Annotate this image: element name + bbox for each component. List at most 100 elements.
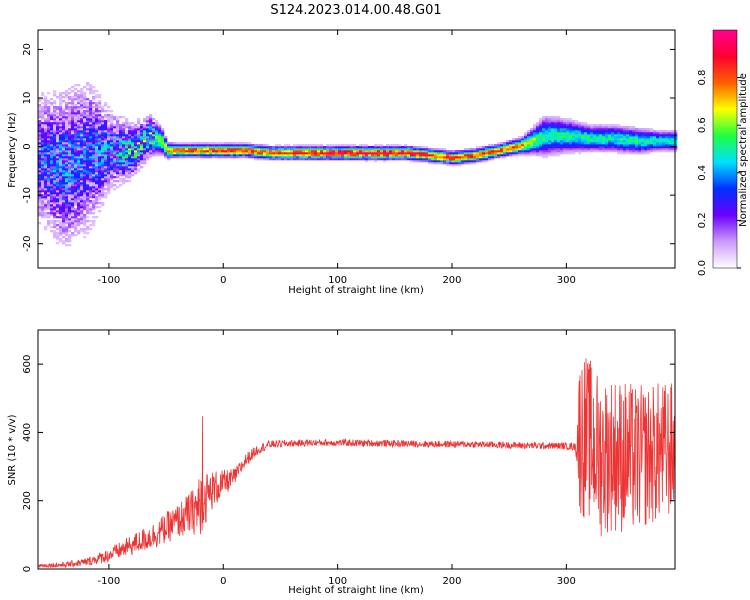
spectrogram-cell xyxy=(86,114,90,117)
spectrogram-cell xyxy=(641,134,645,137)
spectrogram-cell xyxy=(86,108,90,111)
spectrogram-cell xyxy=(86,206,90,209)
spectrogram-cell xyxy=(56,112,60,115)
spectrogram-cell xyxy=(449,150,453,153)
spectrogram-cell xyxy=(47,100,51,103)
spectrogram-cell xyxy=(629,136,633,139)
spectrogram-cell xyxy=(47,208,51,211)
spectrogram-cell xyxy=(206,150,210,153)
spectrogram-cell xyxy=(353,156,357,159)
spectrogram-cell xyxy=(68,140,72,143)
spectrogram-cell xyxy=(314,150,318,153)
spectrogram-cell xyxy=(143,138,147,141)
spectrogram-cell xyxy=(239,150,243,153)
spectrogram-cell xyxy=(74,182,78,185)
spectrogram-cell xyxy=(62,210,66,213)
spectrogram-cell xyxy=(473,162,477,165)
spectrogram-cell xyxy=(77,100,81,103)
spectrogram-cell xyxy=(236,154,240,157)
spectrogram-cell xyxy=(38,164,42,167)
spectrogram-cell xyxy=(347,154,351,157)
spectrogram-cell xyxy=(638,146,642,149)
spectrogram-cell xyxy=(101,164,105,167)
spectrogram-cell xyxy=(53,206,57,209)
spectrogram-cell xyxy=(56,172,60,175)
spectrogram-cell xyxy=(65,206,69,209)
spectrogram-cell xyxy=(356,146,360,149)
spectrogram-cell xyxy=(572,142,576,145)
spectrogram-cell xyxy=(407,156,411,159)
spectrogram-cell xyxy=(47,136,51,139)
spectrogram-cell xyxy=(188,142,192,145)
spectrogram-cell xyxy=(365,154,369,157)
spectrogram-cell xyxy=(278,154,282,157)
spectrogram-cell xyxy=(587,148,591,151)
spectrogram-cell xyxy=(482,146,486,149)
spectrogram-cell xyxy=(38,186,42,189)
spectrogram-cell xyxy=(44,154,48,157)
spectrogram-cell xyxy=(377,158,381,161)
spectrogram-cell xyxy=(296,148,300,151)
spectrogram-cell xyxy=(80,144,84,147)
spectrogram-cell xyxy=(86,220,90,223)
spectrogram-cell xyxy=(59,204,63,207)
spectrogram-cell xyxy=(38,106,42,109)
spectrogram-cell xyxy=(464,148,468,151)
spectrogram-cell xyxy=(137,126,141,129)
spectrogram-cell xyxy=(53,216,57,219)
spectrogram-cell xyxy=(146,132,150,135)
spectrogram-cell xyxy=(644,138,648,141)
spectrogram-cell xyxy=(47,146,51,149)
spectrogram-cell xyxy=(74,208,78,211)
spectrogram-cell xyxy=(62,152,66,155)
spectrogram-cell xyxy=(59,228,63,231)
spectrogram-cell xyxy=(119,116,123,119)
spectrogram-cell xyxy=(41,148,45,151)
spectrogram-cell xyxy=(41,182,45,185)
spectrogram-cell xyxy=(581,136,585,139)
spectrogram-cell xyxy=(584,148,588,151)
spectrogram-cell xyxy=(359,152,363,155)
spectrogram-cell xyxy=(299,156,303,159)
spectrogram-cell xyxy=(140,162,144,165)
spectrogram-cell xyxy=(131,148,135,151)
spectrogram-cell xyxy=(53,222,57,225)
spectrogram-cell xyxy=(608,138,612,141)
spectrogram-cell xyxy=(260,150,264,153)
spectrogram-cell xyxy=(506,154,510,157)
x-tick-label: 100 xyxy=(328,275,347,286)
spectrogram-cell xyxy=(557,150,561,153)
spectrogram-cell xyxy=(65,144,69,147)
spectrogram-cell xyxy=(551,144,555,147)
spectrogram-cell xyxy=(647,138,651,141)
spectrogram-cell xyxy=(536,124,540,127)
spectrogram-cell xyxy=(533,134,537,137)
spectrogram-cell xyxy=(74,220,78,223)
y-tick-label: 0 xyxy=(22,143,33,149)
spectrogram-cell xyxy=(584,146,588,149)
spectrogram-cell xyxy=(599,148,603,151)
spectrogram-cell xyxy=(272,148,276,151)
spectrogram-cell xyxy=(227,148,231,151)
spectrogram-cell xyxy=(77,164,81,167)
spectrogram-cell xyxy=(509,150,513,153)
spectrogram-cell xyxy=(599,130,603,133)
spectrogram-cell xyxy=(158,152,162,155)
spectrogram-cell xyxy=(635,152,639,155)
spectrogram-cell xyxy=(371,154,375,157)
spectrogram-cell xyxy=(446,150,450,153)
spectrogram-cell xyxy=(92,208,96,211)
spectrogram-cell xyxy=(113,154,117,157)
spectrogram-cell xyxy=(122,126,126,129)
spectrogram-cell xyxy=(47,174,51,177)
spectrogram-cell xyxy=(575,122,579,125)
spectrogram-cell xyxy=(38,210,42,213)
spectrogram-cell xyxy=(119,172,123,175)
spectrogram-cell xyxy=(158,140,162,143)
spectrogram-cell xyxy=(98,122,102,125)
spectrogram-cell xyxy=(479,154,483,157)
spectrogram-cell xyxy=(50,136,54,139)
spectrogram-cell xyxy=(80,196,84,199)
spectrogram-cell xyxy=(86,186,90,189)
spectrogram-cell xyxy=(86,142,90,145)
